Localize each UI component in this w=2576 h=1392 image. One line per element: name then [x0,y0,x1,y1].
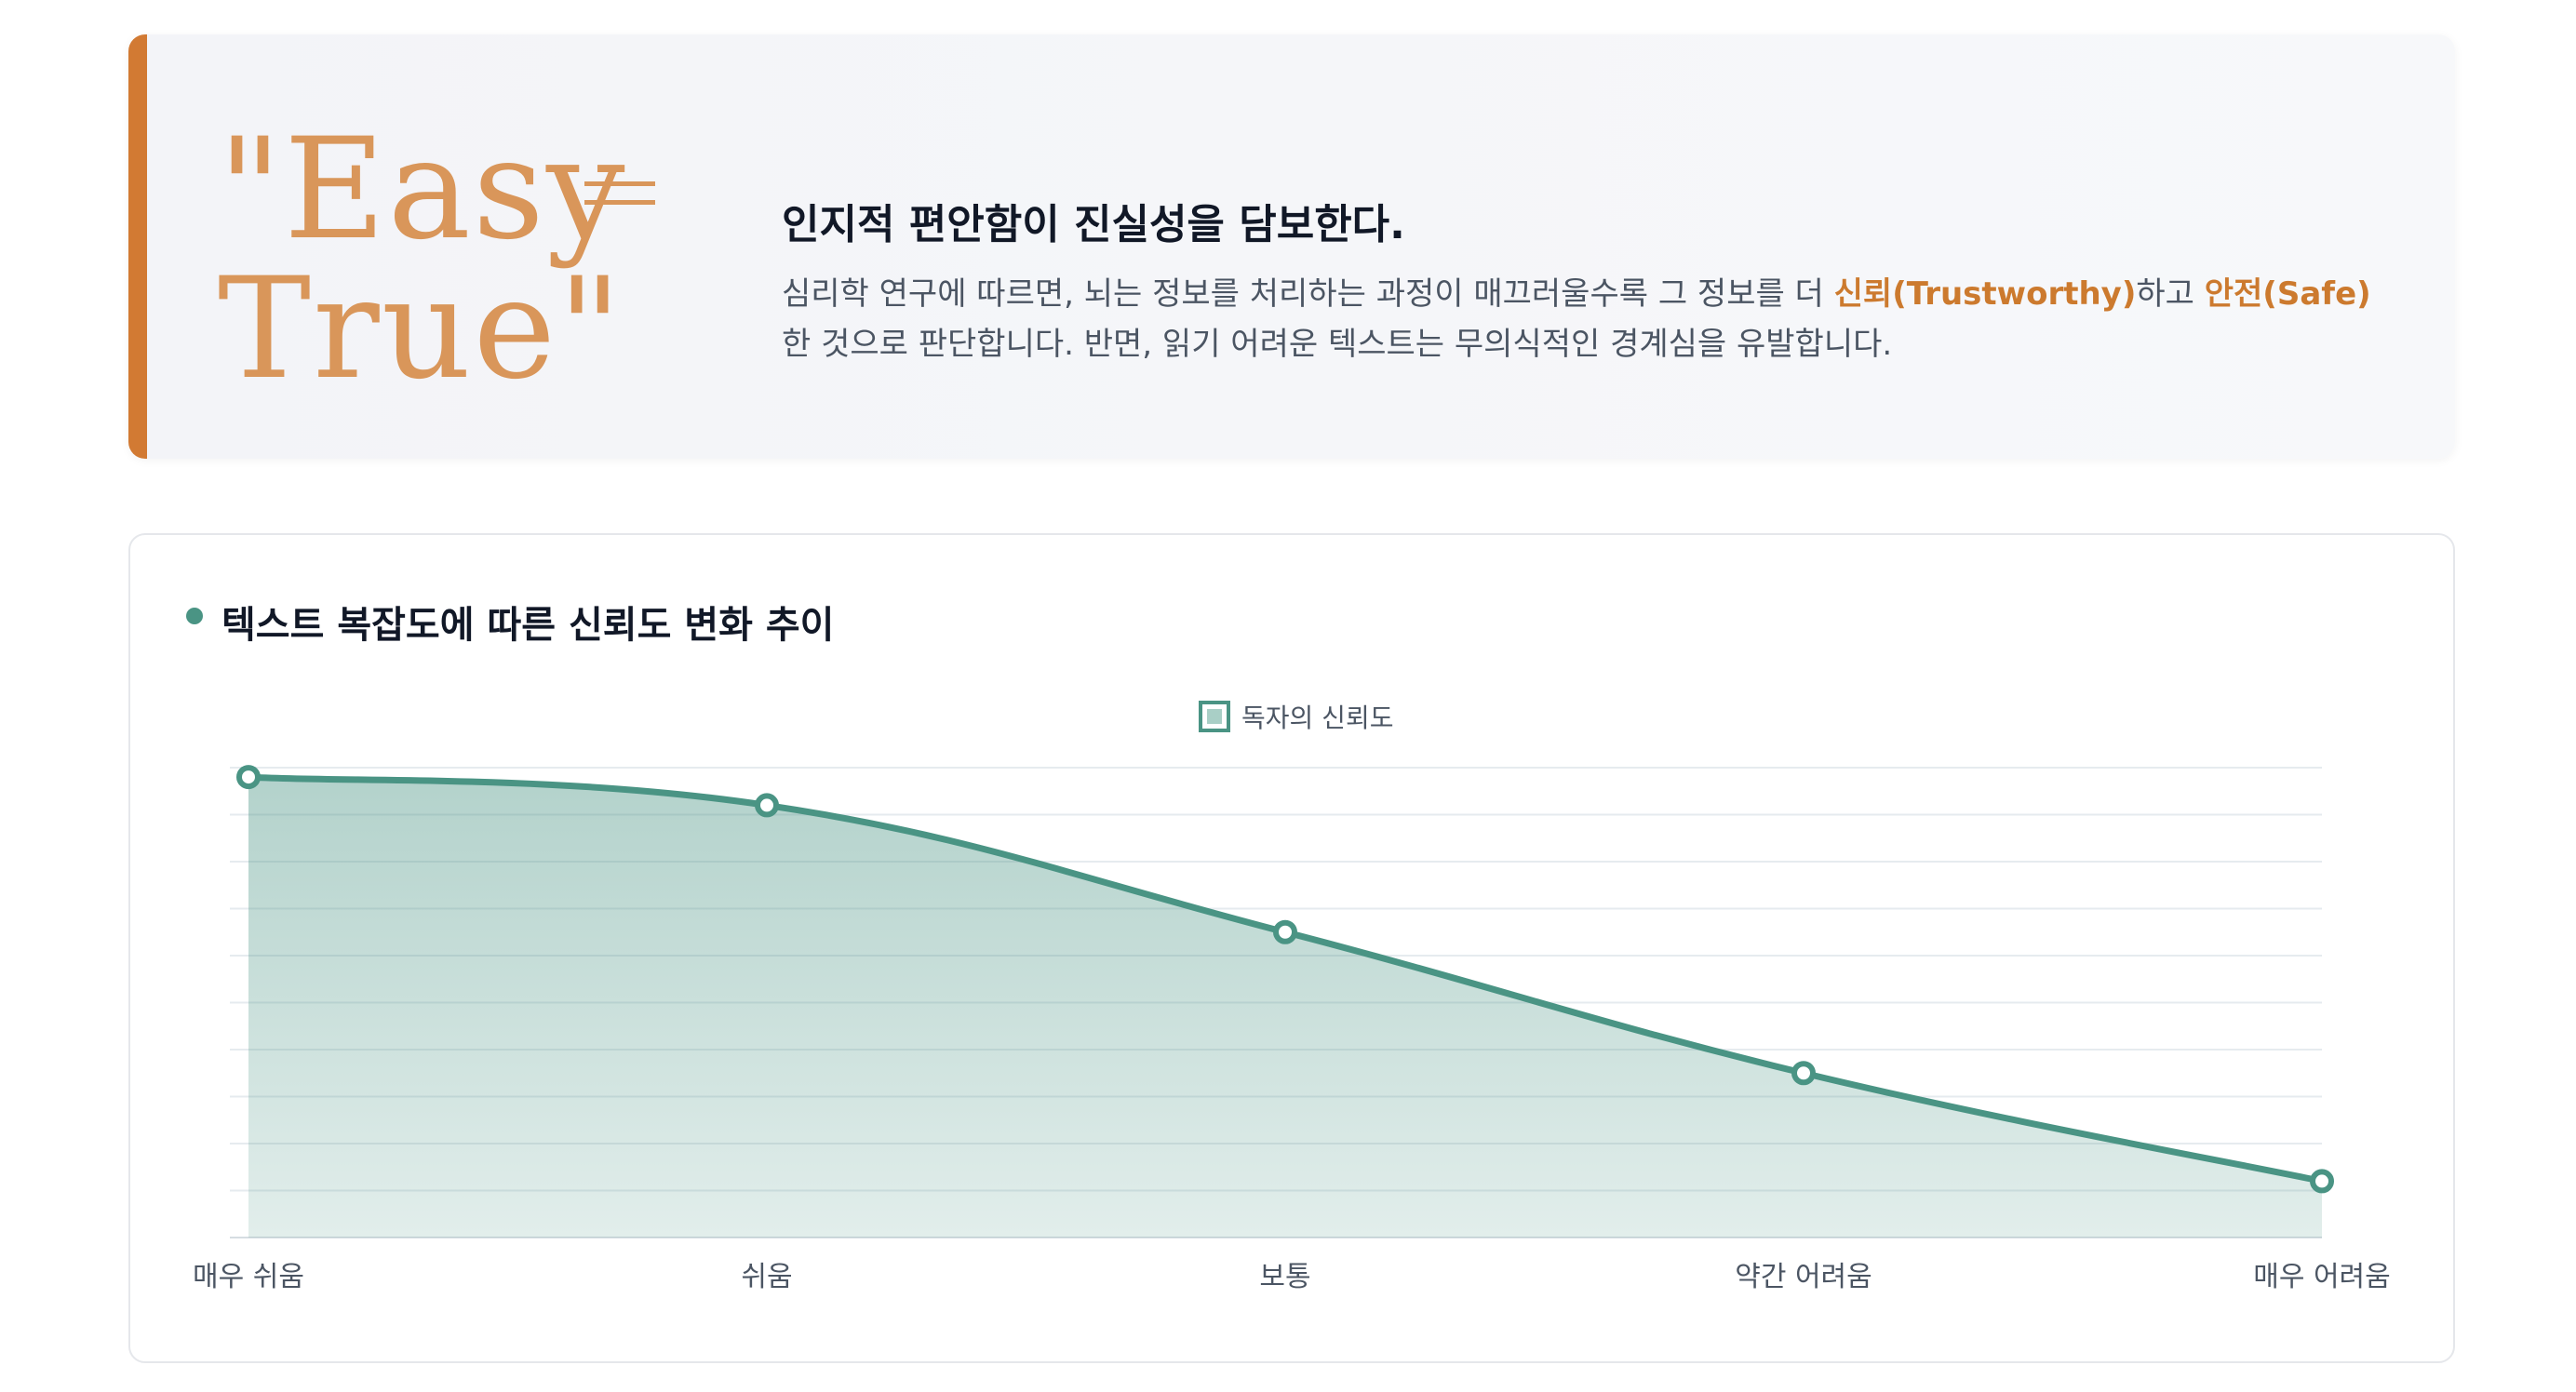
chart-title: 텍스트 복잡도에 따른 신뢰도 변화 추이 [221,604,835,647]
data-point-1 [236,765,261,790]
hero-body-text-2: 하고 [2136,275,2205,313]
chart-card: 텍스트 복잡도에 따른 신뢰도 변화 추이 매우 쉬움 쉬움 보통 약간 어려움 매우 … [128,533,2455,1363]
highlight-safe: 안전(Safe) [2204,275,2371,313]
hero-quote-line2: True" [218,248,624,410]
series-area [248,777,2322,1238]
legend-label: 독자의 신뢰도 [1241,703,1393,733]
data-point-3 [1273,919,1297,944]
hero-body: 심리학 연구에 따르면, 뇌는 정보를 처리하는 과정이 매끄러울수록 그 정보… [782,269,2382,369]
hero-accent-bar [128,34,147,459]
legend-swatch-fill [1207,709,1222,724]
data-point-2 [755,793,779,818]
hero-body-text-1: 심리학 연구에 따르면, 뇌는 정보를 처리하는 과정이 매끄러울수록 그 정보… [782,275,1834,313]
area-chart: 매우 쉬움 쉬움 보통 약간 어려움 매우 어려움 독자의 신뢰도 [193,701,2391,1293]
x-tick-label: 쉬움 [741,1261,792,1293]
x-tick-label: 매우 어려움 [2253,1261,2391,1293]
hero-body-text-3: 한 것으로 판단합니다. 반면, 읽기 어려운 텍스트는 무의식적인 경계심을 … [782,326,1893,363]
x-tick-label: 약간 어려움 [1735,1261,1872,1293]
equals-icon [584,174,655,209]
hero-quote-line1: "Easy [218,109,627,271]
highlight-trustworthy: 신뢰(Trustworthy) [1833,275,2137,313]
data-point-5 [2310,1169,2334,1194]
hero-heading: 인지적 편안함이 진실성을 담보한다. [782,201,1405,248]
hero-banner: "Easy True" 인지적 편안함이 진실성을 담보한다. 심리학 연구에 … [128,34,2455,459]
data-point-4 [1791,1061,1816,1086]
hero-quote: "Easy True" [218,120,627,399]
title-dot-icon [186,608,203,624]
x-tick-label: 매우 쉬움 [193,1261,304,1293]
x-tick-label: 보통 [1259,1261,1310,1293]
legend-swatch [1199,701,1230,732]
